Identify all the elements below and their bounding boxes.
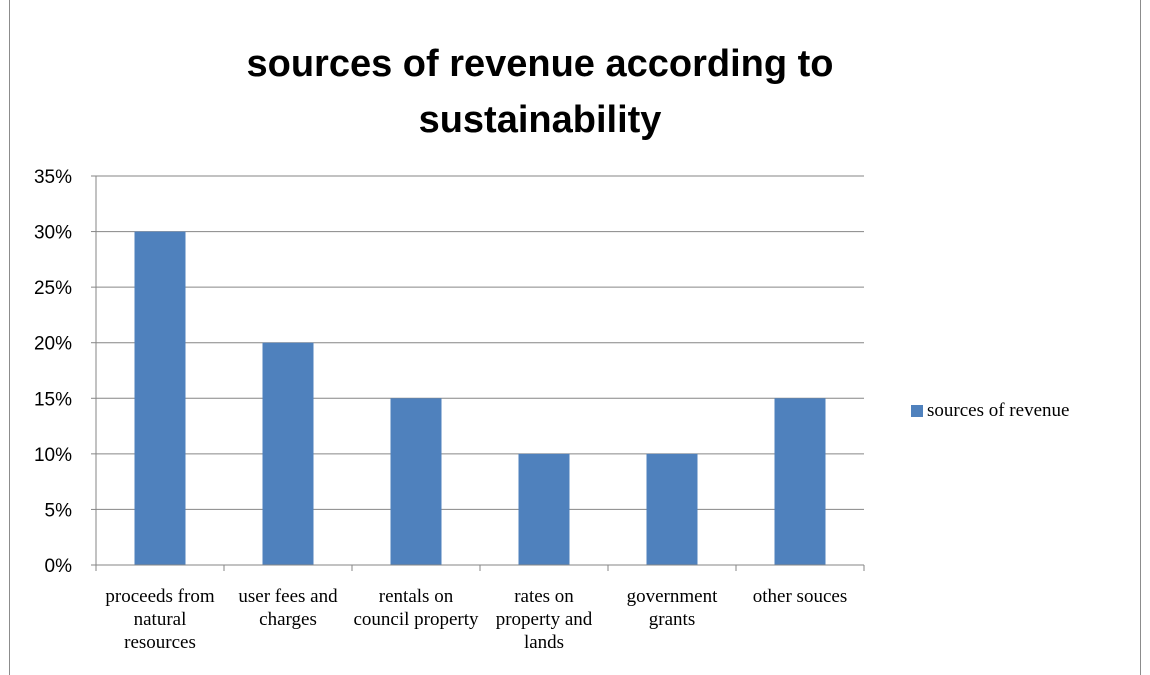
bar: [134, 231, 186, 566]
x-category-label: government grants: [626, 586, 718, 630]
axes: [91, 175, 865, 571]
y-tick-label: 35%: [34, 167, 72, 188]
y-tick-label: 5%: [45, 500, 73, 521]
legend: sources of revenue: [911, 400, 1069, 422]
y-tick-label: 10%: [34, 445, 72, 466]
chart-title: sources of revenue according to sustaina…: [246, 43, 834, 141]
bars: [134, 231, 826, 566]
x-category-label: rates on property and lands: [495, 586, 593, 653]
chart-frame: [9, 0, 1141, 675]
bar: [646, 453, 698, 565]
y-tick-label: 30%: [34, 223, 72, 244]
y-tick-label: 25%: [34, 278, 72, 299]
x-category-label: other souces: [752, 586, 848, 607]
legend-swatch: [911, 405, 923, 417]
bar: [774, 398, 826, 565]
bar: [518, 453, 570, 565]
bar: [262, 342, 314, 565]
x-category-label: user fees and charges: [238, 586, 338, 630]
x-category-label: rentals on council property: [353, 586, 479, 630]
y-tick-label: 15%: [34, 389, 72, 410]
gridlines: [96, 175, 864, 510]
legend-label: sources of revenue: [927, 400, 1070, 421]
x-category-label: proceeds from natural resources: [105, 586, 215, 653]
y-tick-labels: 0% 5% 10% 15% 20% 25% 30% 35%: [34, 167, 72, 577]
y-tick-label: 20%: [34, 334, 72, 355]
bar: [390, 398, 442, 565]
y-tick-label: 0%: [45, 556, 73, 577]
